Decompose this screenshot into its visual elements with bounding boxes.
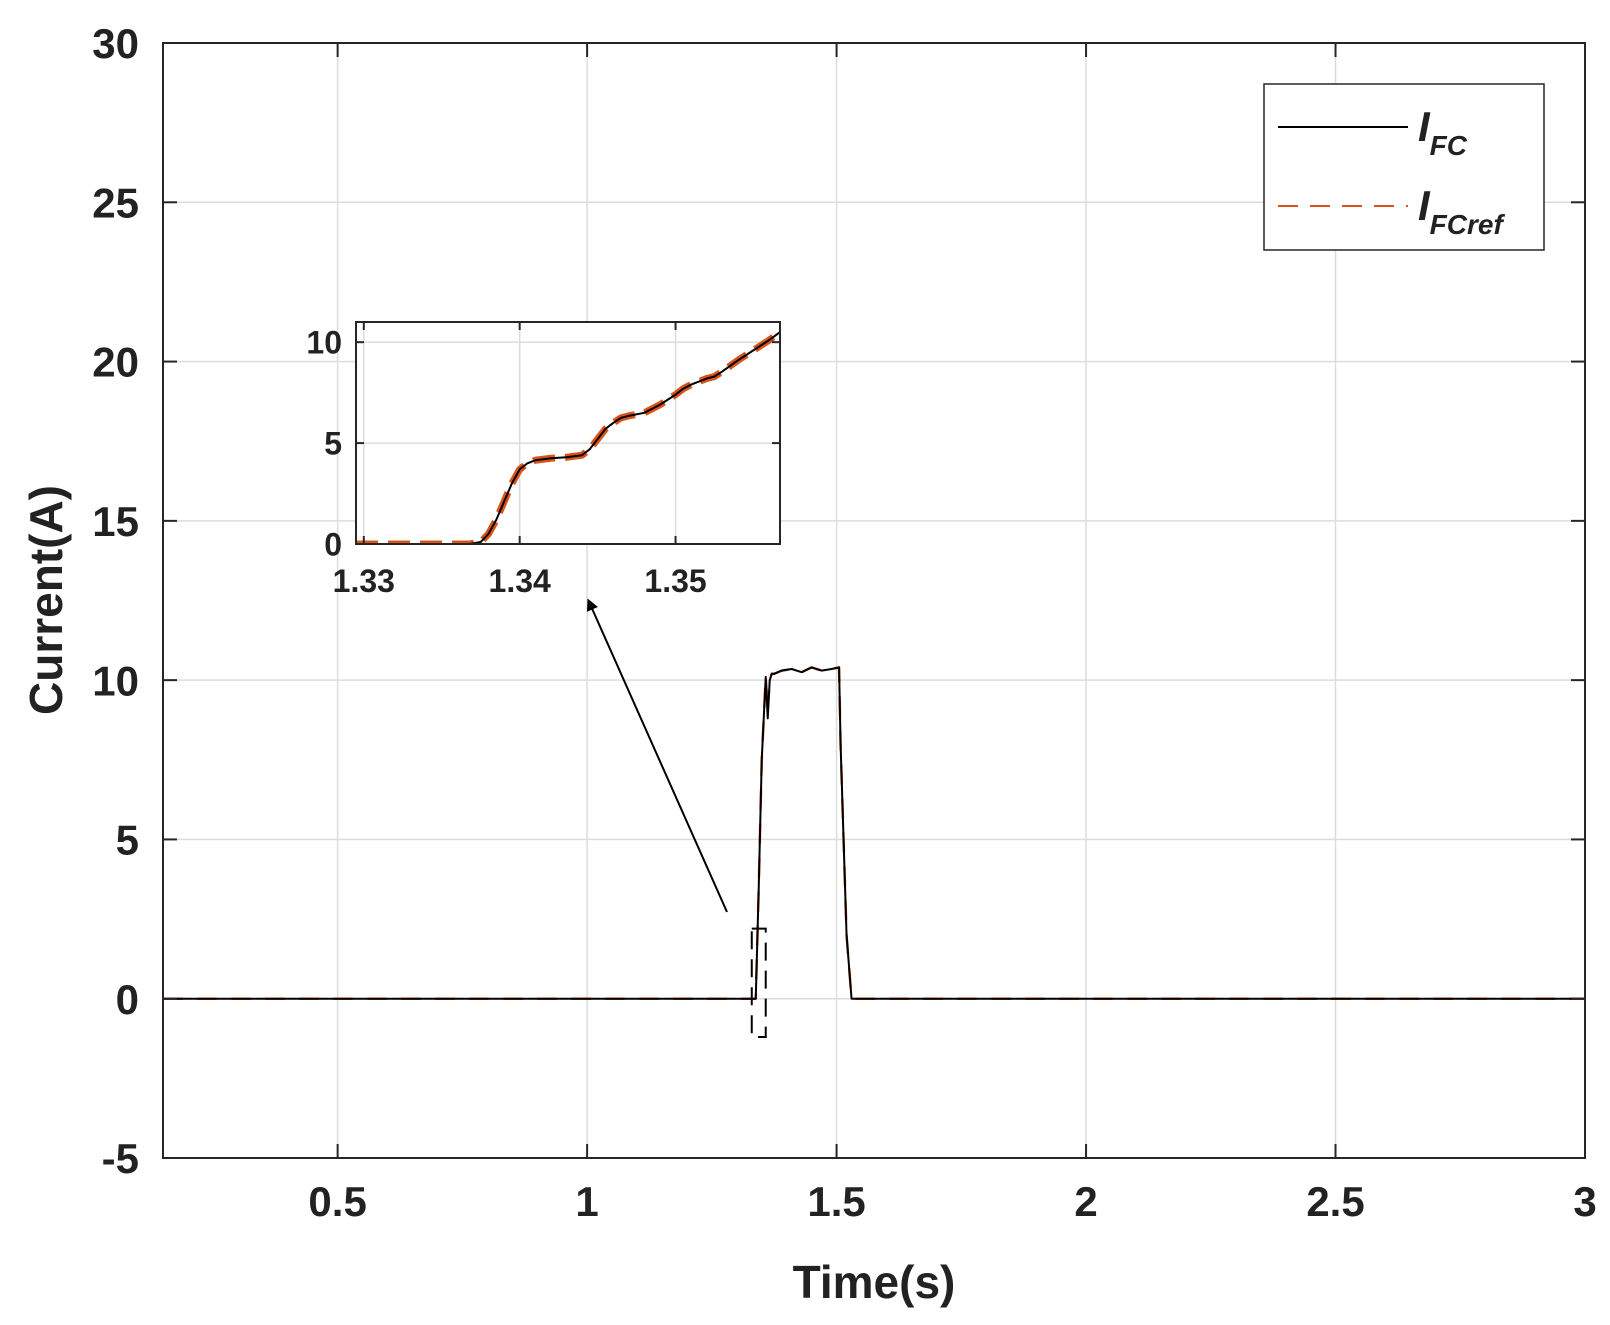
main-y-tick-label: 20 bbox=[92, 339, 139, 386]
main-series-ifcref bbox=[163, 666, 1585, 1000]
inset-y-tick-label: 5 bbox=[324, 426, 342, 462]
main-x-tick-label: 2 bbox=[1074, 1178, 1097, 1225]
main-plot-frame bbox=[162, 42, 1586, 1159]
main-y-tick-label: 25 bbox=[92, 179, 139, 226]
legend-label-ifc: IFC bbox=[1418, 103, 1468, 161]
zoom-region-box bbox=[750, 927, 767, 1038]
main-x-tick-label: 0.5 bbox=[308, 1178, 366, 1225]
y-axis-label: Current(A) bbox=[20, 485, 72, 715]
inset-series-lines bbox=[356, 329, 780, 544]
main-series-ifc bbox=[163, 666, 1585, 1000]
inset-x-tick-label: 1.35 bbox=[644, 563, 706, 599]
legend-label-ifc-main: I bbox=[1418, 103, 1431, 150]
main-axis-ticks: 0.5 1 1.5 2 2.5 3 -5 0 5 10 15 20 25 30 bbox=[92, 20, 1596, 1225]
legend-label-ifcref-sub: FCref bbox=[1430, 209, 1506, 240]
main-y-tick-label: 5 bbox=[116, 817, 139, 864]
main-y-tick-label: 15 bbox=[92, 498, 139, 545]
main-series-lines bbox=[163, 666, 1585, 1000]
inset-series-ifc bbox=[356, 331, 780, 544]
inset-background bbox=[356, 322, 780, 544]
main-x-tick-label: 1.5 bbox=[807, 1178, 865, 1225]
main-x-tick-label: 2.5 bbox=[1306, 1178, 1364, 1225]
inset-y-tick-label: 10 bbox=[306, 325, 342, 361]
zoom-arrow bbox=[586, 598, 728, 913]
legend-label-ifcref: IFCref bbox=[1418, 182, 1505, 240]
inset-plot-frame bbox=[355, 321, 781, 545]
main-y-tick-label: 0 bbox=[116, 976, 139, 1023]
main-y-tick-label: 30 bbox=[92, 20, 139, 67]
main-x-tick-label: 1 bbox=[575, 1178, 598, 1225]
main-y-tick-label: 10 bbox=[92, 657, 139, 704]
x-axis-label: Time(s) bbox=[793, 1256, 956, 1308]
legend-box bbox=[1263, 83, 1545, 251]
legend-label-ifc-sub: FC bbox=[1430, 130, 1468, 161]
inset-y-tick-label: 0 bbox=[324, 527, 342, 563]
inset-x-tick-label: 1.33 bbox=[333, 563, 395, 599]
legend-label-ifcref-main: I bbox=[1418, 182, 1431, 229]
main-x-tick-label: 3 bbox=[1573, 1178, 1596, 1225]
inset-axis-ticks: 1.33 1.34 1.35 0 5 10 bbox=[306, 322, 780, 599]
inset-x-tick-label: 1.34 bbox=[489, 563, 551, 599]
main-y-tick-label: -5 bbox=[102, 1135, 139, 1182]
legend: IFC IFCref bbox=[1263, 83, 1545, 251]
